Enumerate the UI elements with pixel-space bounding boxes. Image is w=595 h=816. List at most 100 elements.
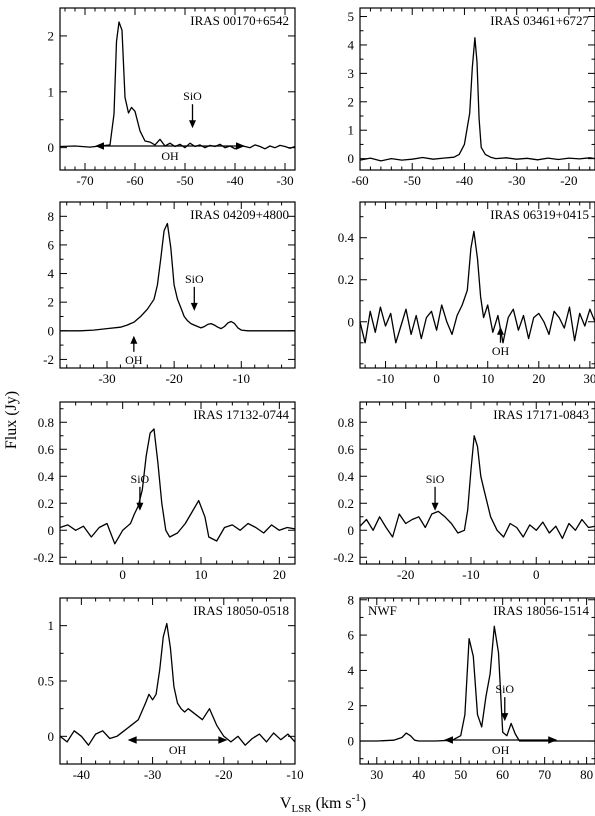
oh-range-arrow-left: [95, 142, 104, 150]
panel-title: IRAS 17132-0744: [193, 407, 289, 422]
plot-frame: [59, 201, 296, 369]
oh-label: OH: [125, 353, 143, 367]
y-tick-label: 0: [348, 734, 355, 749]
y-tick-label: 1: [48, 84, 55, 99]
spectrum-line: [59, 622, 296, 746]
y-tick-label: 0: [348, 151, 355, 166]
x-axis-label: VLSR (km s-1): [280, 792, 366, 815]
oh-label: OH: [492, 344, 510, 358]
y-tick-label: 0: [48, 729, 55, 744]
panel-6: -20 -10 0 -0.2 0 0.2 0.4 0.6 0.8 IRAS 17171-0843 S…: [333, 401, 595, 582]
spectrum-line: [60, 222, 295, 332]
y-tick-label: 0.6: [38, 442, 55, 457]
oh-arrow-head: [496, 326, 504, 335]
x-tick-label: -20: [560, 173, 577, 188]
y-tick-label: 0.2: [338, 272, 354, 287]
y-tick-label: 0.4: [338, 230, 355, 245]
y-tick-label: 8: [348, 592, 355, 607]
oh-range-arrow-right: [218, 736, 228, 744]
plot-frame: [59, 597, 296, 765]
panel-7: -40 -30 -20 -10 0 0.5 1 IRAS 18050-0518 OH: [38, 597, 304, 782]
panel-1: -70 -60 -50 -40 -30 0 1 2 IRAS 00170+6542 SiO OH: [48, 7, 296, 188]
panel-title: IRAS 00170+6542: [190, 13, 289, 28]
sio-arrow-head: [501, 713, 509, 722]
y-tick-label: 6: [48, 237, 55, 252]
x-tick-label: -30: [508, 173, 525, 188]
x-tick-label: 0: [119, 567, 126, 582]
x-tick-label: -40: [73, 767, 90, 782]
y-tick-label: 0.2: [38, 496, 54, 511]
x-tick-label: 20: [273, 567, 286, 582]
oh-label: OH: [169, 743, 187, 757]
y-tick-label: 0.2: [338, 496, 354, 511]
x-tick-label: 10: [195, 567, 208, 582]
x-tick-label: 20: [532, 371, 545, 386]
x-tick-label: -50: [404, 173, 421, 188]
x-tick-label: -10: [233, 371, 250, 386]
x-tick-label: -20: [165, 371, 182, 386]
panel-8: 30 40 50 60 70 80 0 2 4 6 8 IRAS 18056-1514 NWF SiO OH: [348, 592, 595, 782]
y-tick-label: 4: [48, 266, 55, 281]
y-tick-label: 0.8: [38, 415, 54, 430]
y-tick-label: 6: [348, 628, 355, 643]
y-tick-label: -0.2: [333, 550, 354, 565]
x-tick-label: -20: [215, 767, 232, 782]
oh-range-arrow-right: [548, 736, 558, 744]
panel-2: -60 -50 -40 -30 -20 0 1 2 3 4 5 IRAS 03461+6727: [348, 7, 595, 188]
panel-title: IRAS 18050-0518: [193, 603, 289, 618]
sio-arrow-head: [136, 502, 144, 511]
x-tick-label: 30: [370, 767, 383, 782]
x-tick-label: 0: [533, 567, 540, 582]
x-tick-label: 30: [583, 371, 595, 386]
y-tick-label: 0: [348, 523, 355, 538]
x-tick-label: -40: [226, 173, 243, 188]
oh-label: OH: [161, 149, 179, 163]
y-tick-label: 1: [48, 618, 55, 633]
panel-subtitle: NWF: [368, 603, 397, 618]
sio-label: SiO: [183, 89, 202, 103]
oh-range-arrow-left: [127, 736, 137, 744]
panel-5: 0 10 20 -0.2 0 0.2 0.4 0.6 0.8 IRAS 17132-0744 SiO: [33, 401, 296, 582]
spectrum-line: [359, 435, 595, 540]
oh-range-arrow-right: [236, 142, 245, 150]
x-tick-label: -30: [144, 767, 161, 782]
panel-title: IRAS 17171-0843: [493, 407, 589, 422]
y-tick-label: 8: [48, 209, 55, 224]
x-tick-label: -20: [397, 567, 414, 582]
y-tick-label: 0: [48, 323, 55, 338]
x-tick-label: 10: [481, 371, 494, 386]
spectrum-line: [59, 21, 296, 150]
oh-arrow-head: [130, 335, 138, 344]
sio-arrow-head: [431, 502, 439, 511]
y-tick-label: 4: [348, 663, 355, 678]
x-tick-label: -70: [76, 173, 93, 188]
panel-4: -10 0 10 20 30 0 0.2 0.4 IRAS 06319+0415 OH: [338, 201, 595, 386]
y-tick-label: 3: [348, 66, 355, 81]
y-tick-label: 2: [48, 28, 55, 43]
spectrum-line: [360, 625, 595, 742]
y-tick-label: 0.6: [338, 442, 355, 457]
plot-frame: [359, 7, 595, 171]
x-tick-label: 50: [454, 767, 467, 782]
sio-label: SiO: [131, 472, 150, 486]
oh-label: OH: [492, 743, 510, 757]
x-tick-label: -50: [176, 173, 193, 188]
y-axis-label: Flux (Jy): [3, 391, 20, 449]
spectrum-line: [359, 230, 595, 344]
sio-label: SiO: [495, 682, 514, 696]
y-tick-label: 0: [348, 314, 355, 329]
plot-frame: [359, 401, 595, 565]
y-tick-label: -2: [43, 352, 54, 367]
y-tick-label: 0.8: [338, 415, 354, 430]
plot-frame: [59, 7, 296, 171]
y-tick-label: 0: [48, 523, 55, 538]
y-tick-label: 4: [348, 37, 355, 52]
y-tick-label: 0.4: [338, 469, 355, 484]
x-tick-label: 70: [538, 767, 551, 782]
x-tick-label: -10: [377, 371, 394, 386]
plot-frame: [59, 401, 296, 565]
x-tick-label: -60: [126, 173, 143, 188]
y-tick-label: 1: [348, 123, 355, 138]
